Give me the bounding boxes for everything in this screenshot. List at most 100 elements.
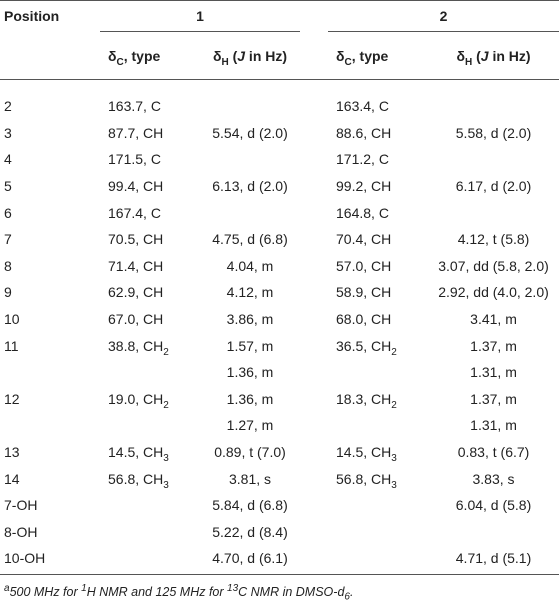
table-cell: 1.37, m [470, 337, 517, 354]
table-cell [428, 199, 559, 226]
table-cell: 1.37, m [470, 390, 517, 407]
table-row: 6 167.4, C 164.8, C [0, 199, 559, 226]
gap-cell [300, 226, 328, 253]
table-cell [100, 545, 200, 575]
table-cell: 3.07, dd (5.8, 2.0) [438, 257, 549, 274]
table-cell: 1.31, m [470, 417, 517, 434]
table-cell: 14 [4, 470, 20, 487]
table-row: 14 56.8, CH3 3.81, s 56.8, CH3 3.83, s [0, 465, 559, 492]
table-cell: 58.9, CH [336, 284, 392, 301]
table-cell: 71.4, CH [108, 257, 164, 274]
table-row: 7 70.5, CH 4.75, d (6.8) 70.4, CH 4.12, t (5… [0, 226, 559, 253]
gap-cell [300, 279, 328, 306]
table-row: 8-OH 5.22, d (8.4) [0, 519, 559, 546]
table-cell: 0.83, t (6.7) [457, 444, 530, 461]
table-cell: 0.89, t (7.0) [214, 444, 286, 461]
gap-cell [300, 439, 328, 466]
gap-cell [300, 386, 328, 413]
table-cell: 12 [4, 390, 20, 407]
header-text: in Hz) [488, 47, 531, 64]
table-cell [428, 519, 559, 546]
table-cell: 2.92, dd (4.0, 2.0) [438, 284, 549, 301]
table-cell: 5.58, d (2.0) [455, 124, 532, 141]
gap-cell [300, 146, 328, 173]
table-cell: 167.4, C [108, 204, 161, 221]
cell-text: 14.5, CH [108, 444, 164, 461]
table-cell: 9 [4, 284, 12, 301]
table-cell: 3.41, m [470, 311, 517, 328]
table-cell: 163.7, C [108, 98, 161, 115]
header-text: , type [123, 47, 161, 64]
table-row: 11 38.8, CH2 1.57, m 36.5, CH2 1.37, m [0, 332, 559, 359]
table-cell: 99.2, CH [336, 178, 392, 195]
header-text: δ [456, 47, 465, 64]
table-cell [100, 359, 200, 386]
header-text: δ [336, 47, 345, 64]
table-cell: 4.70, d (6.1) [200, 545, 301, 575]
footnote: a500 MHz for 1H NMR and 125 MHz for 13C … [0, 575, 559, 602]
header-text: C [344, 56, 352, 68]
table-cell: 5.22, d (8.4) [212, 523, 288, 540]
footnote-text: a [4, 582, 10, 594]
table-cell: 5.54, d (2.0) [212, 124, 288, 141]
cell-subscript: 2 [391, 399, 397, 411]
table-row: 7-OH 5.84, d (6.8) 6.04, d (5.8) [0, 492, 559, 519]
table-row: 1.27, m 1.31, m [0, 412, 559, 439]
table-cell [200, 146, 300, 173]
table-cell [0, 359, 100, 386]
table-cell: 3.83, s [472, 470, 515, 487]
gap-cell [300, 359, 328, 386]
table-cell: 3.81, s [228, 470, 272, 487]
table-cell: 1.31, m [470, 364, 517, 381]
table-row: 10 67.0, CH 3.86, m 68.0, CH 3.41, m [0, 306, 559, 333]
table-cell [100, 412, 200, 439]
table-cell [328, 359, 428, 386]
table-cell: 62.9, CH [108, 284, 164, 301]
table-cell: 68.0, CH [336, 311, 392, 328]
table-cell: 57.0, CH [336, 257, 392, 274]
gap-cell [300, 120, 328, 147]
gap-cell [300, 545, 329, 575]
table-row: 2 163.7, C 163.4, C [0, 80, 559, 120]
table-row: 10-OH 4.70, d (6.1) 4.71, d (5.1) [0, 545, 559, 575]
table-cell [100, 519, 200, 546]
gap-cell [300, 173, 328, 200]
table-cell: 70.4, CH [336, 231, 392, 248]
table-body: 2 163.7, C 163.4, C 3 87.7, CH 5.54, d (2.0) 8… [0, 80, 559, 575]
cell-text: 36.5, CH [336, 337, 392, 354]
table-row: 9 62.9, CH 4.12, m 58.9, CH 2.92, dd (4.0, 2… [0, 279, 559, 306]
nmr-table: Position 1 2 δC, type δH (J in Hz) δC, t… [0, 0, 559, 575]
cell-text: 19.0, CH [108, 390, 164, 407]
table-cell: 163.4, C [336, 98, 389, 115]
table-cell: 13 [4, 444, 20, 461]
table-cell [328, 545, 429, 575]
header-text: ( [472, 47, 481, 64]
table-cell: 38.8, CH2 [100, 332, 200, 359]
cell-subscript: 2 [391, 346, 397, 358]
table-cell [328, 492, 428, 519]
table-cell: 4.04, m [226, 257, 274, 274]
table-row: 4 171.5, C 171.2, C [0, 146, 559, 173]
table-cell: 99.4, CH [108, 178, 164, 195]
table-cell: 171.5, C [108, 151, 161, 168]
table-cell: 3 [4, 124, 12, 141]
table-cell: 1.36, m [226, 364, 274, 381]
table-cell: 56.8, CH3 [100, 465, 200, 492]
header-cell: 1 [100, 0, 301, 32]
table-cell [200, 199, 300, 226]
table-cell [0, 412, 100, 439]
table-cell: 67.0, CH [108, 311, 164, 328]
table-cell: 171.2, C [336, 151, 389, 168]
table-cell [100, 492, 200, 519]
table-cell: 4.12, m [226, 284, 274, 301]
cell-subscript: 3 [391, 479, 397, 491]
header-text: , type [351, 47, 389, 64]
table-cell: 3.86, m [226, 311, 274, 328]
table-row: 3 87.7, CH 5.54, d (2.0) 88.6, CH 5.58, d (2… [0, 120, 559, 147]
table-cell: 4 [4, 151, 12, 168]
gap-cell [300, 465, 328, 492]
table-cell: 1.36, m [226, 390, 274, 407]
header-text: ( [228, 47, 238, 64]
gap-cell [300, 253, 328, 280]
